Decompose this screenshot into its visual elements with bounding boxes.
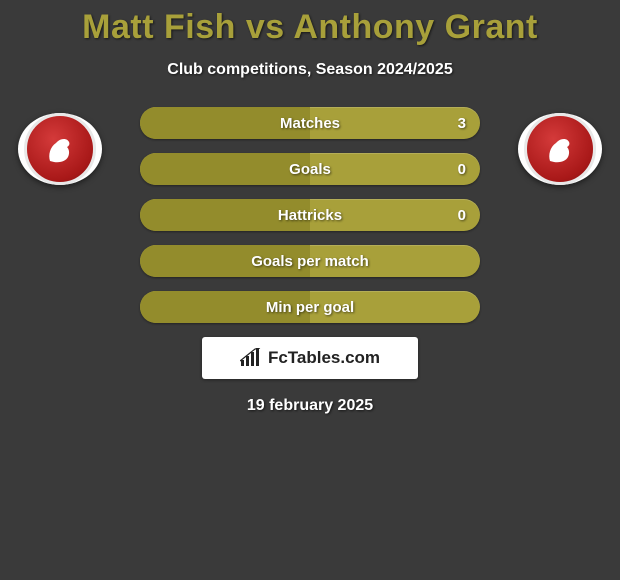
stat-row: Hattricks 0 <box>140 199 480 231</box>
stat-row: Goals per match <box>140 245 480 277</box>
player-right-column <box>505 99 615 139</box>
stat-row: Matches 3 <box>140 107 480 139</box>
stat-label: Hattricks <box>278 207 342 224</box>
stat-value-right: 3 <box>458 115 466 132</box>
stat-row: Goals 0 <box>140 153 480 185</box>
date-label: 19 february 2025 <box>0 397 620 415</box>
club-badge-icon <box>24 113 96 185</box>
stat-value-right: 0 <box>458 207 466 224</box>
stat-label: Matches <box>280 115 340 132</box>
stats-list: Matches 3 Goals 0 Hattricks 0 Goals per match M… <box>140 107 480 323</box>
horse-icon <box>542 131 578 167</box>
bar-chart-icon <box>240 348 262 368</box>
brand-badge: FcTables.com <box>202 337 418 379</box>
stat-label: Goals <box>289 161 331 178</box>
page-subtitle: Club competitions, Season 2024/2025 <box>0 61 620 79</box>
brand-text: FcTables.com <box>268 348 380 368</box>
comparison-panel: Matches 3 Goals 0 Hattricks 0 Goals per match M… <box>0 107 620 415</box>
horse-icon <box>42 131 78 167</box>
player-left-club-badge <box>18 113 102 185</box>
player-right-club-badge <box>518 113 602 185</box>
club-badge-icon <box>524 113 596 185</box>
stat-label: Min per goal <box>266 299 354 316</box>
stat-row: Min per goal <box>140 291 480 323</box>
stat-value-right: 0 <box>458 161 466 178</box>
stat-label: Goals per match <box>251 253 369 270</box>
player-left-column <box>5 99 115 139</box>
page-title: Matt Fish vs Anthony Grant <box>0 0 620 47</box>
